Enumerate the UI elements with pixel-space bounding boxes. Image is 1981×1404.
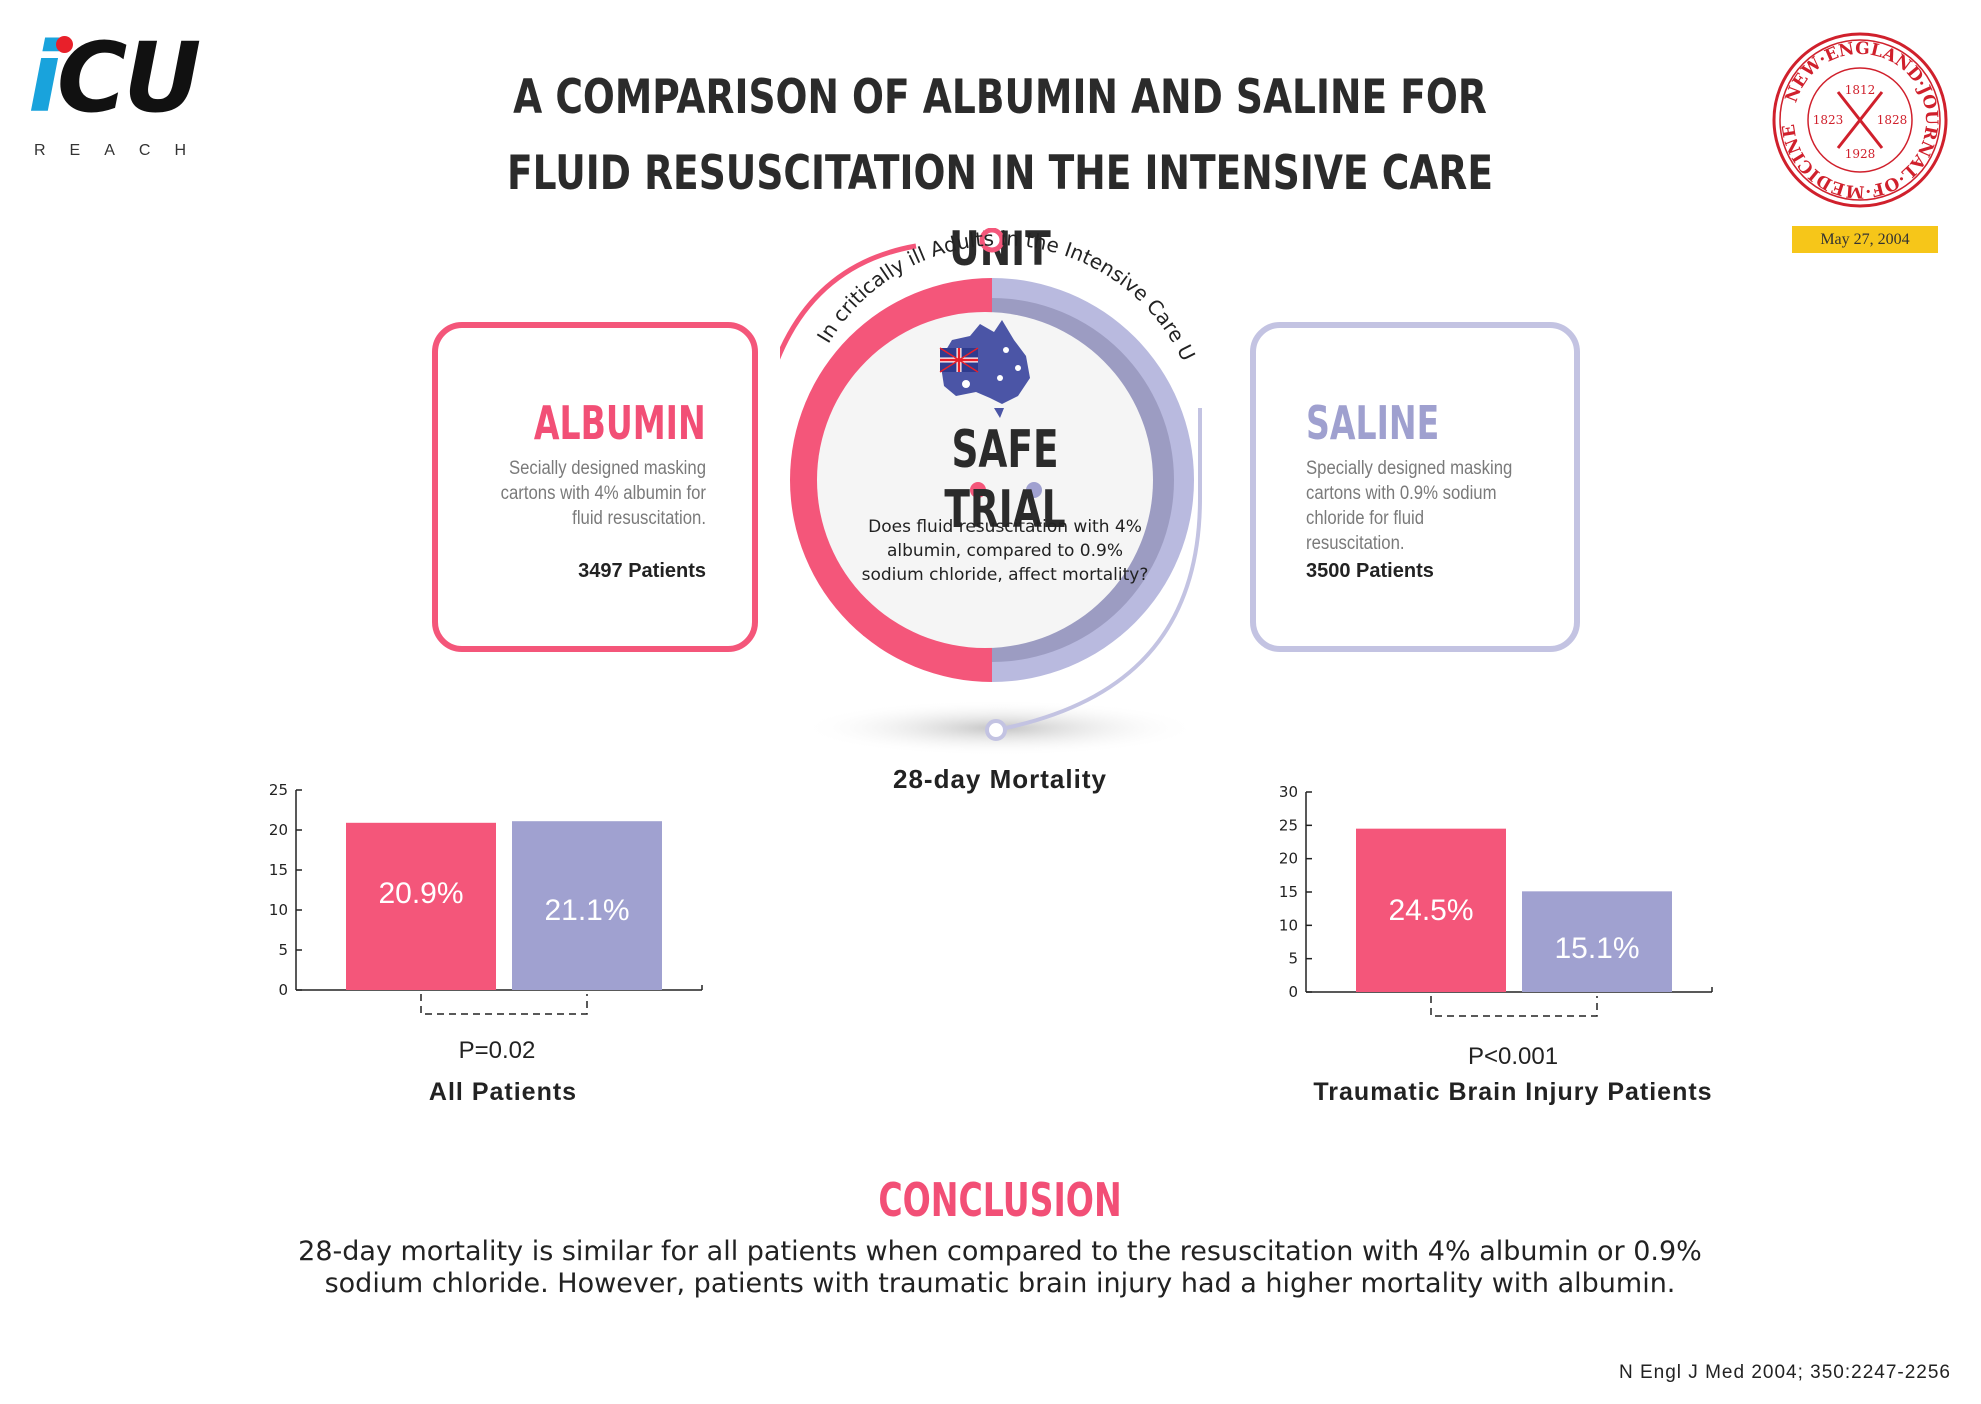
bar-albumin bbox=[346, 822, 496, 990]
bar-data-label: 21.1% bbox=[544, 894, 629, 927]
chart-axes: 0 5 10 15 20 25 30 bbox=[1279, 783, 1713, 1001]
y-tick-label: 15 bbox=[269, 861, 288, 879]
y-tick-label: 0 bbox=[278, 981, 288, 999]
citation: N Engl J Med 2004; 350:2247-2256 bbox=[1619, 1362, 1951, 1383]
chart-tbi-patients: 0 5 10 15 20 25 30 24.5% 15.1% P<0.001 Traumati… bbox=[1279, 783, 1713, 1106]
chart-title: All Patients bbox=[429, 1078, 577, 1106]
y-tick-label: 10 bbox=[1279, 916, 1298, 934]
p-value-label: P<0.001 bbox=[1468, 1043, 1558, 1070]
seal-year-3: 1828 bbox=[1877, 113, 1908, 127]
logo-mark: iCU bbox=[28, 30, 201, 126]
albumin-connector-line bbox=[780, 243, 917, 360]
date-badge: May 27, 2004 bbox=[1792, 226, 1938, 253]
albumin-patients: 3497 Patients bbox=[578, 560, 706, 582]
icu-reach-logo: iCU REACH bbox=[28, 30, 218, 170]
logo-mark-i: i bbox=[28, 22, 61, 134]
saline-connector-line bbox=[995, 408, 1202, 732]
bar-data-label: 15.1% bbox=[1554, 932, 1639, 965]
seal-year-1: 1812 bbox=[1845, 83, 1876, 97]
p-value-label: P=0.02 bbox=[459, 1037, 536, 1064]
trial-question: Does fluid resuscitation with 4% albumin… bbox=[861, 517, 1149, 585]
albumin-card: ALBUMIN Secially designed masking carton… bbox=[432, 322, 758, 652]
logo-dot bbox=[56, 36, 73, 53]
logo-mark-cu: CU bbox=[56, 22, 201, 134]
bar-albumin bbox=[1356, 828, 1506, 992]
saline-dot bbox=[1026, 482, 1042, 498]
bar-saline bbox=[512, 821, 662, 990]
y-tick-label: 5 bbox=[1288, 950, 1298, 968]
logo-subtitle: REACH bbox=[34, 142, 211, 159]
y-tick-label: 25 bbox=[1279, 816, 1298, 834]
y-tick-label: 15 bbox=[1279, 883, 1298, 901]
albumin-dot bbox=[970, 482, 986, 498]
australia-flag-map-icon bbox=[939, 320, 1030, 418]
center-disc bbox=[817, 312, 1153, 648]
albumin-title: ALBUMIN bbox=[534, 396, 706, 450]
y-tick-label: 25 bbox=[269, 781, 288, 799]
bar-data-label: 24.5% bbox=[1388, 894, 1473, 927]
y-tick-label: 5 bbox=[278, 941, 288, 959]
p-value-bracket bbox=[1430, 996, 1598, 1017]
safe-trial-graphic: In critically ill Adults in the Intensiv… bbox=[780, 228, 1202, 756]
trial-name: SAFE TRIAL bbox=[944, 420, 1066, 540]
mortality-label: 28-day Mortality bbox=[893, 764, 1107, 794]
y-tick-label: 10 bbox=[269, 901, 288, 919]
saline-card: SALINE Specially designed masking carton… bbox=[1250, 322, 1580, 652]
conclusion-text: 28-day mortality is similar for all pati… bbox=[298, 1236, 1702, 1299]
chart-all-patients: 0 5 10 15 20 25 20.9% 21.1% P=0.02 All Patient… bbox=[269, 781, 703, 1106]
y-tick-label: 30 bbox=[1279, 783, 1298, 801]
nejm-seal-logo: NEW·ENGLAND·JOURNAL·OF·MEDICINE 1812 182… bbox=[1772, 32, 1948, 208]
chart-title: Traumatic Brain Injury Patients bbox=[1313, 1078, 1712, 1106]
y-tick-label: 20 bbox=[1279, 850, 1298, 868]
albumin-description: Secially designed masking cartons with 4… bbox=[500, 458, 706, 529]
page-title: A COMPARISON OF ALBUMIN AND SALINE FOR F… bbox=[506, 70, 1494, 277]
saline-patients: 3500 Patients bbox=[1306, 560, 1434, 582]
seal-year-2: 1823 bbox=[1813, 113, 1844, 127]
p-value-bracket bbox=[420, 994, 588, 1015]
seal-year-4: 1928 bbox=[1845, 147, 1876, 161]
saline-description: Specially designed masking cartons with … bbox=[1306, 458, 1513, 554]
saline-title: SALINE bbox=[1306, 396, 1440, 450]
conclusion-title: CONCLUSION bbox=[878, 1173, 1122, 1227]
bar-saline bbox=[1522, 891, 1672, 992]
y-tick-label: 20 bbox=[269, 821, 288, 839]
saline-node-bottom bbox=[985, 719, 1007, 741]
y-tick-label: 0 bbox=[1288, 983, 1298, 1001]
albumin-node-top bbox=[979, 228, 1005, 253]
bar-data-label: 20.9% bbox=[378, 877, 463, 910]
